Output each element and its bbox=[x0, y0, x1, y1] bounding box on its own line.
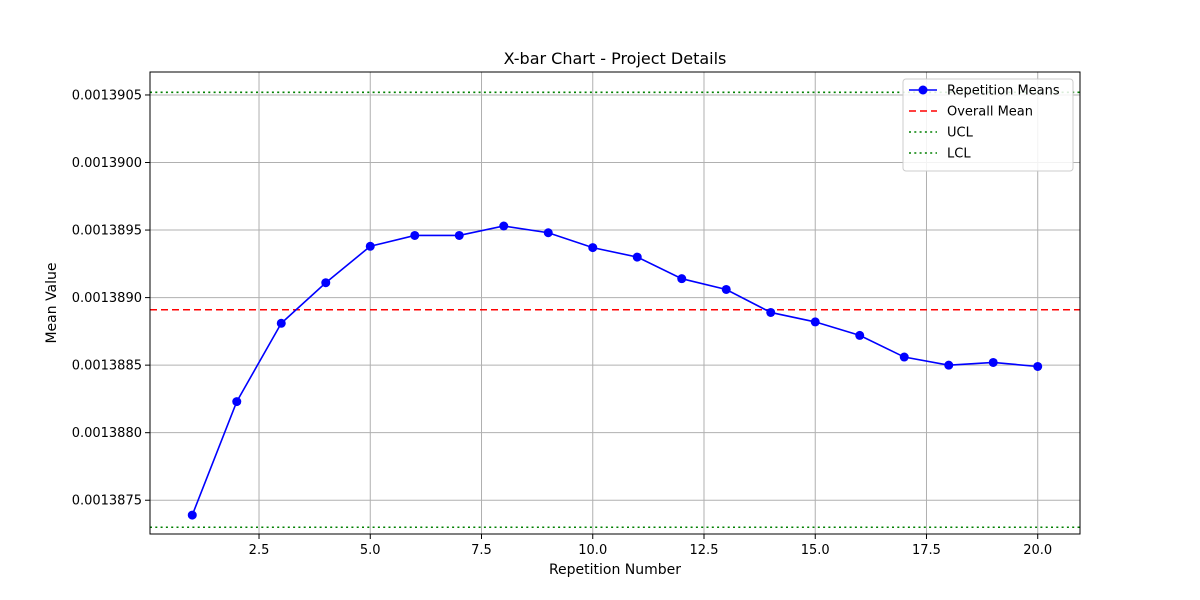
data-point bbox=[632, 252, 642, 262]
legend: Repetition Means Overall Mean UCL LCL bbox=[902, 78, 1074, 172]
data-point bbox=[588, 243, 598, 253]
y-tick-label: 0.0013905 bbox=[72, 88, 142, 103]
data-point bbox=[365, 241, 375, 251]
x-tick-label: 17.5 bbox=[912, 543, 941, 558]
x-axis-label: Repetition Number bbox=[549, 562, 681, 578]
data-point bbox=[187, 510, 197, 520]
y-axis-label: Mean Value bbox=[44, 262, 60, 343]
chart-title: X-bar Chart - Project Details bbox=[504, 49, 727, 68]
legend-label: LCL bbox=[947, 147, 971, 162]
x-tick-label: 15.0 bbox=[801, 543, 830, 558]
x-axis-ticks: 2.5 5.0 7.5 10.0 12.5 15.0 17.5 20.0 bbox=[249, 534, 1052, 558]
x-tick-label: 10.0 bbox=[578, 543, 607, 558]
y-tick-label: 0.0013880 bbox=[72, 426, 142, 441]
data-point bbox=[766, 307, 776, 317]
y-axis-ticks: 0.0013875 0.0013880 0.0013885 0.0013890 0.00… bbox=[72, 88, 150, 509]
data-point bbox=[454, 230, 464, 240]
data-point bbox=[944, 360, 954, 370]
plot-area-frame bbox=[149, 71, 1081, 535]
legend-marker-swatch bbox=[918, 85, 928, 95]
legend-label: Overall Mean bbox=[947, 105, 1033, 120]
legend-label: UCL bbox=[947, 126, 974, 141]
y-tick-label: 0.0013885 bbox=[72, 359, 142, 374]
data-point bbox=[1033, 361, 1043, 371]
y-tick-label: 0.0013900 bbox=[72, 156, 142, 171]
data-point bbox=[677, 274, 687, 284]
y-tick-label: 0.0013875 bbox=[72, 494, 142, 509]
data-point bbox=[988, 357, 998, 367]
series-line bbox=[191, 225, 1038, 516]
legend-label: Repetition Means bbox=[947, 84, 1060, 99]
data-point bbox=[232, 397, 242, 407]
data-point bbox=[543, 228, 553, 238]
data-point bbox=[899, 352, 909, 362]
y-tick-label: 0.0013890 bbox=[72, 291, 142, 306]
series bbox=[187, 221, 1043, 520]
data-point bbox=[499, 221, 509, 231]
x-tick-label: 12.5 bbox=[690, 543, 719, 558]
data-point bbox=[410, 230, 420, 240]
x-tick-label: 20.0 bbox=[1023, 543, 1052, 558]
data-point bbox=[276, 318, 286, 328]
legend-box bbox=[902, 78, 1074, 172]
data-point bbox=[810, 317, 820, 327]
data-point bbox=[721, 284, 731, 294]
data-point bbox=[855, 330, 865, 340]
x-tick-label: 7.5 bbox=[471, 543, 492, 558]
y-tick-label: 0.0013895 bbox=[72, 224, 142, 239]
x-tick-label: 5.0 bbox=[360, 543, 381, 558]
data-point bbox=[321, 278, 331, 288]
x-tick-label: 2.5 bbox=[249, 543, 270, 558]
